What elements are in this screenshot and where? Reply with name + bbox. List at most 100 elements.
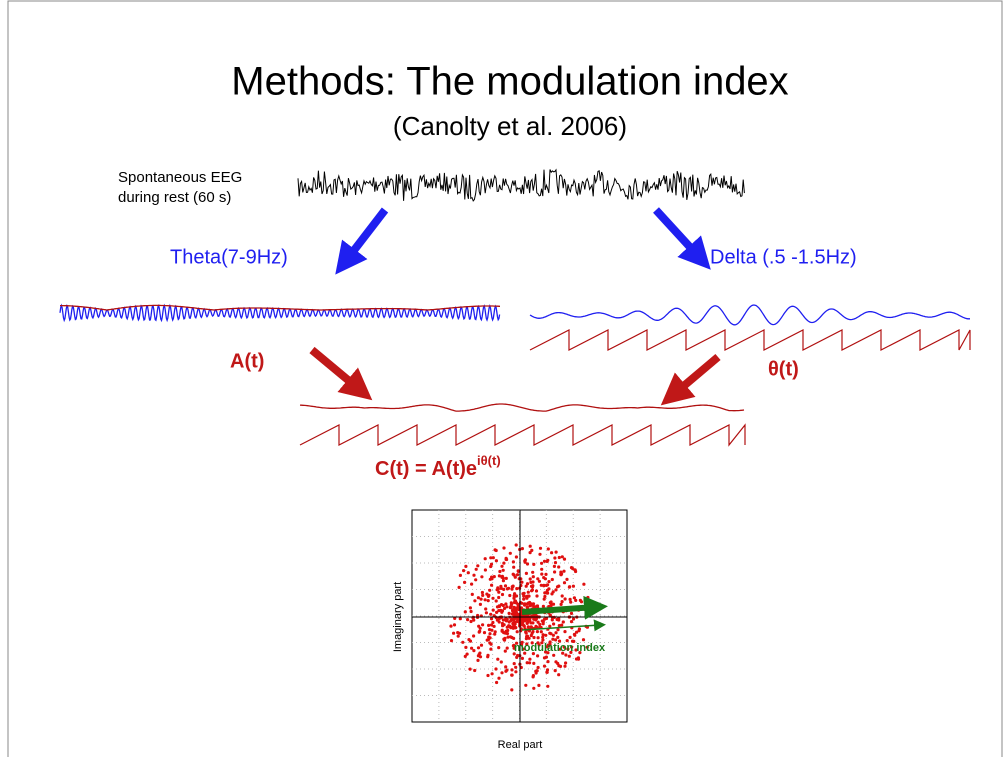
arrow — [653, 207, 711, 270]
scatter-dot — [476, 613, 480, 618]
scatter-dot — [487, 628, 492, 632]
vector-arrow — [521, 619, 606, 632]
scatter-dot — [514, 594, 519, 598]
scatter-dot — [521, 592, 525, 596]
scatter-dot — [512, 646, 516, 650]
scatter-dot — [574, 598, 578, 603]
scatter-dot — [468, 639, 473, 643]
scatter-dot — [530, 548, 534, 553]
scatter-dot — [512, 652, 516, 656]
scatter-dot — [497, 595, 501, 600]
scatter-dot — [484, 611, 488, 615]
scatter-dot — [542, 656, 547, 660]
scatter-dot — [496, 657, 500, 661]
scatter-dot — [489, 647, 493, 651]
scatter-dot — [514, 555, 519, 559]
scatter-dot — [504, 629, 508, 633]
scatter-dot — [494, 548, 498, 553]
scatter-dot — [574, 569, 578, 574]
scatter-dot — [530, 589, 534, 593]
formula-text: C(t) = A(t)e — [375, 458, 477, 480]
scatter-dot — [546, 547, 550, 551]
scatter-dot — [568, 635, 572, 640]
scatter-dot — [543, 594, 547, 599]
scatter-dot — [483, 568, 487, 572]
scatter-dot — [536, 641, 540, 645]
scatter-dot — [559, 602, 563, 607]
scatter-dot — [531, 675, 535, 679]
scatter-dot — [560, 594, 564, 598]
scatter-dot — [574, 648, 578, 652]
delta-label: Delta (.5 -1.5Hz) — [710, 246, 857, 268]
scatter-dot — [449, 639, 454, 643]
scatter-dot — [490, 628, 494, 632]
scatter-dot — [525, 642, 529, 646]
scatter-dot — [505, 557, 509, 562]
scatter-dot — [476, 646, 481, 650]
scatter-dot — [544, 616, 549, 621]
scatter-dot — [551, 637, 555, 641]
scatter-dot — [563, 664, 567, 668]
scatter-dot — [532, 661, 536, 666]
scatter-dot — [500, 609, 505, 613]
scatter-dot — [553, 570, 557, 574]
scatter-dot — [515, 641, 519, 645]
scatter-dot — [457, 585, 461, 590]
scatter-dot — [501, 579, 505, 583]
scatter-dot — [531, 652, 536, 656]
scatter-dot — [505, 668, 509, 672]
scatter-dot — [525, 605, 529, 609]
scatter-dot — [544, 583, 549, 588]
scatter-dot — [486, 594, 490, 599]
scatter-dot — [474, 578, 478, 582]
scatter-dot — [544, 633, 548, 637]
scatter-dot — [503, 649, 507, 653]
scatter-dot — [560, 600, 564, 604]
scatter-dot — [535, 630, 540, 634]
scatter-dot — [562, 645, 566, 649]
scatter-dot — [563, 597, 567, 601]
scatter-dot — [501, 618, 505, 622]
scatter-dot — [468, 606, 472, 610]
scatter-dot — [463, 654, 467, 659]
scatter-dot — [539, 630, 543, 634]
scatter-dot — [464, 645, 468, 650]
scatter-dot — [556, 635, 560, 640]
scatter-dot — [540, 619, 544, 623]
scatter-dot — [586, 595, 590, 600]
scatter-dot — [488, 577, 492, 581]
scatter-dot — [525, 661, 529, 665]
scatter-dot — [500, 671, 504, 675]
scatter-dot — [488, 588, 492, 592]
scatter-dot — [571, 584, 576, 588]
scatter-dot — [525, 621, 529, 626]
scatter-dot — [508, 551, 512, 555]
scatter-dot — [449, 624, 453, 628]
delta-trace — [529, 304, 970, 326]
scatter-dot — [479, 597, 483, 601]
scatter-dot — [554, 588, 558, 592]
scatter-dot — [570, 639, 575, 643]
scatter-dot — [536, 577, 540, 581]
scatter-dot — [473, 599, 477, 603]
scatter-dot — [558, 647, 562, 651]
scatter-dot — [505, 646, 509, 650]
scatter-dot — [565, 577, 569, 582]
scatter-dot — [511, 572, 515, 576]
scatter-dot — [476, 564, 480, 568]
scatter-dot — [574, 657, 579, 661]
scatter-dot — [560, 623, 564, 627]
scatter-dot — [504, 576, 508, 581]
scatter-dot — [516, 607, 520, 611]
scatter-dot — [512, 643, 516, 647]
scatter-dot — [529, 633, 533, 638]
scatter-dot — [529, 580, 533, 585]
scatter-dot — [529, 621, 533, 625]
scatter-dot — [540, 641, 544, 645]
scatter-dot — [492, 624, 496, 629]
scatter-dot — [508, 593, 512, 598]
scatter-dot — [545, 668, 550, 672]
scatter-dot — [478, 655, 483, 659]
scatter-dot — [538, 552, 542, 556]
scatter-dot — [504, 665, 508, 669]
